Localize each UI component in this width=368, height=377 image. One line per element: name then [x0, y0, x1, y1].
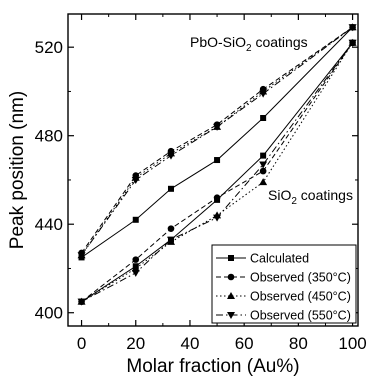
- data-point-3-1: [132, 256, 140, 263]
- x-tick-label-60: 60: [235, 334, 254, 353]
- data-point-6-0: [77, 252, 86, 260]
- data-point-5-1: [131, 264, 140, 272]
- data-point-6-1: [131, 176, 140, 184]
- data-point-7-0: [77, 298, 86, 306]
- x-tick-label-100: 100: [338, 334, 366, 353]
- data-point-1-4: [260, 152, 267, 159]
- x-axis-label: Molar fraction (Au%): [126, 356, 299, 377]
- legend-label-0: Calculated: [250, 252, 309, 266]
- series-line-7: [81, 42, 353, 303]
- data-point-7-1: [131, 269, 140, 277]
- data-point-5-4: [259, 178, 268, 186]
- data-point-3-4: [259, 167, 267, 175]
- series-line-3: [81, 42, 353, 303]
- data-point-7-5: [348, 39, 357, 47]
- x-tick-label-40: 40: [181, 334, 200, 353]
- data-point-6-5: [348, 24, 357, 32]
- data-point-7-2: [166, 236, 175, 244]
- legend: Calculated Observed (350°C) Observed (450°…: [211, 244, 357, 324]
- data-point-3-2: [167, 225, 175, 232]
- data-point-6-2: [166, 152, 175, 160]
- x-tick-label-20: 20: [126, 334, 145, 353]
- y-tick-label-480: 480: [35, 127, 63, 146]
- x-tick-label-0: 0: [77, 334, 86, 353]
- series-line-0: [81, 26, 353, 258]
- series-line-5: [81, 42, 354, 303]
- y-tick-label-400: 400: [35, 304, 63, 323]
- data-point-0-2: [167, 185, 174, 192]
- legend-label-1: Observed (350°C): [250, 271, 351, 285]
- data-point-0-3: [214, 157, 221, 164]
- plot-frame: [67, 13, 359, 327]
- legend-marker-3: [227, 312, 235, 319]
- series-line-2: [81, 26, 353, 254]
- data-point-7-3: [213, 214, 222, 222]
- series-line-6: [81, 26, 353, 256]
- legend-marker-1: [227, 273, 235, 281]
- y-tick-label-440: 440: [35, 215, 63, 234]
- axis-ticks: 0 20 40 60 80 100 400 440 480 520: [35, 14, 367, 353]
- annotation-sio2: SiO2 coatings: [268, 187, 353, 207]
- data-point-3-3: [213, 194, 221, 201]
- legend-marker-2: [227, 292, 235, 299]
- legend-label-3: Observed (550°C): [250, 309, 351, 323]
- series-line-1: [81, 42, 353, 303]
- y-tick-label-520: 520: [35, 38, 63, 57]
- x-tick-label-80: 80: [289, 334, 308, 353]
- data-point-0-4: [260, 115, 267, 121]
- data-point-6-3: [213, 123, 222, 131]
- y-axis-label: Peak position (nm): [7, 91, 28, 249]
- data-point-7-4: [259, 161, 268, 169]
- data-point-6-4: [259, 90, 268, 98]
- legend-marker-0: [228, 255, 234, 261]
- legend-label-2: Observed (450°C): [250, 290, 351, 304]
- data-point-0-1: [132, 216, 139, 223]
- annotation-pbo-sio2: PbO-SiO2 coatings: [190, 34, 308, 54]
- chart-marks: [77, 23, 357, 306]
